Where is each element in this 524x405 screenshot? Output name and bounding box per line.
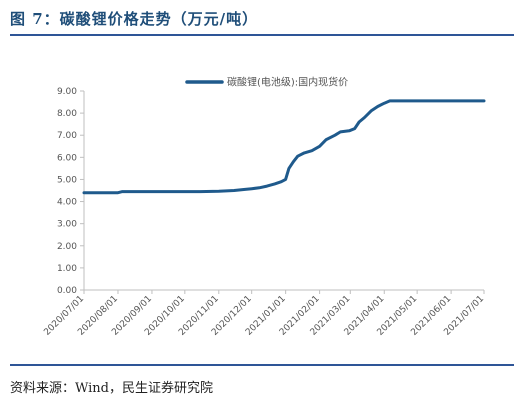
- figure-title: 图 7：碳酸锂价格走势（万元/吨）: [10, 10, 259, 28]
- series-line: [82, 99, 486, 195]
- y-tick-label: 3.00: [57, 220, 77, 230]
- axes: [80, 90, 485, 294]
- legend: 碳酸锂(电池级):国内现货价: [185, 76, 348, 89]
- legend-label: 碳酸锂(电池级):国内现货价: [227, 76, 348, 89]
- y-tick-label: 8.00: [57, 109, 77, 119]
- y-tick-label: 1.00: [57, 264, 77, 274]
- y-tick-label: 5.00: [57, 175, 77, 185]
- x-tick-labels: 2020/07/012020/08/012020/09/012020/10/01…: [42, 294, 486, 338]
- y-tick-labels: 0.00 1.00 2.00 3.00 4.00 5.00 6.00 7.00 8.00 9.00: [57, 87, 77, 296]
- y-tick-label: 9.00: [57, 87, 77, 97]
- top-rule: [10, 34, 514, 36]
- series-layer: [82, 99, 486, 195]
- bottom-rule: [10, 364, 514, 366]
- y-tick-label: 7.00: [57, 131, 77, 141]
- y-tick-label: 4.00: [57, 198, 77, 208]
- y-tick-label: 2.00: [57, 242, 77, 252]
- y-tick-label: 6.00: [57, 153, 77, 163]
- y-tick-label: 0.00: [57, 286, 77, 296]
- source-note: 资料来源：Wind，民生证券研究院: [10, 381, 213, 396]
